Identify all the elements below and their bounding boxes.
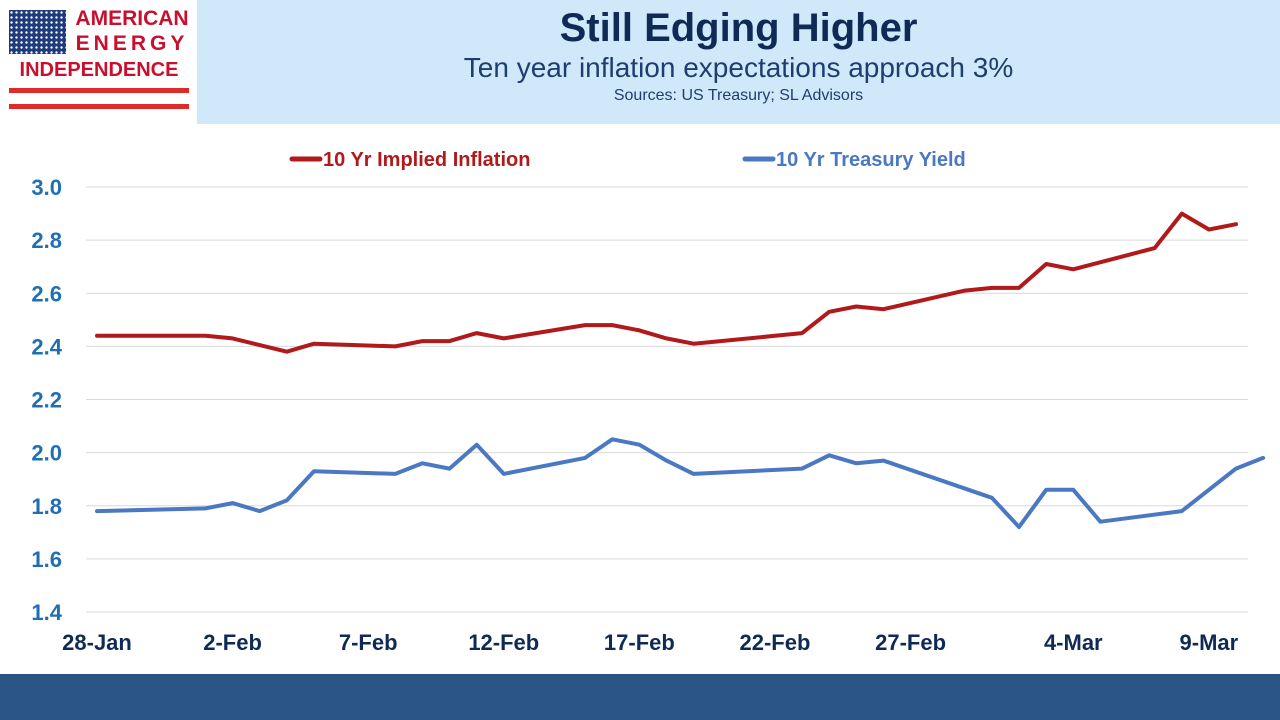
x-tick-label: 2-Feb xyxy=(203,630,262,655)
x-tick-label: 4-Mar xyxy=(1044,630,1103,655)
logo-line-independence: INDEPENDENCE xyxy=(19,59,179,81)
page-subtitle: Ten year inflation expectations approach… xyxy=(463,52,1014,83)
y-tick-label: 2.2 xyxy=(31,388,62,413)
y-tick-label: 1.8 xyxy=(31,494,62,519)
series-line-treasury-yield xyxy=(95,437,1266,529)
x-tick-label: 17-Feb xyxy=(604,630,675,655)
sources-note: Sources: US Treasury; SL Advisors xyxy=(613,87,864,104)
x-tick-label: 28-Jan xyxy=(62,630,132,655)
flag-icon xyxy=(9,10,66,54)
series-lines xyxy=(95,211,1266,529)
x-tick-label: 9-Mar xyxy=(1180,630,1239,655)
y-tick-label: 1.6 xyxy=(31,547,62,572)
x-tick-label: 22-Feb xyxy=(740,630,811,655)
logo-stripe xyxy=(9,88,189,93)
logo-line-energy: ENERGY xyxy=(75,32,189,55)
logo-line-american: AMERICAN xyxy=(75,7,189,30)
logo: AMERICAN ENERGY INDEPENDENCE xyxy=(0,0,197,124)
footer-bar xyxy=(0,674,1280,720)
series-line-implied-inflation xyxy=(95,211,1238,354)
y-tick-label: 2.8 xyxy=(31,228,62,253)
logo-stripe xyxy=(9,104,189,109)
y-tick-label: 1.4 xyxy=(31,600,62,625)
y-tick-label: 2.0 xyxy=(31,441,62,466)
y-tick-label: 3.0 xyxy=(31,175,62,200)
x-tick-label: 27-Feb xyxy=(875,630,946,655)
legend-label: 10 Yr Treasury Yield xyxy=(776,149,966,171)
y-tick-label: 2.6 xyxy=(31,281,62,306)
gridlines xyxy=(86,186,1248,613)
legend: 10 Yr Implied Inflation 10 Yr Treasury Yi… xyxy=(289,149,966,171)
x-axis-ticks: 28-Jan 2-Feb 7-Feb 12-Feb 17-Feb 22-Feb 27-Feb… xyxy=(62,630,1239,655)
x-tick-label: 12-Feb xyxy=(468,630,539,655)
y-tick-label: 2.4 xyxy=(31,334,62,359)
page-title: Still Edging Higher xyxy=(559,6,918,50)
header-banner: Still Edging Higher Ten year inflation e… xyxy=(197,0,1280,124)
y-axis-ticks: 1.4 1.6 1.8 2.0 2.2 2.4 2.6 2.8 3.0 xyxy=(31,175,62,625)
legend-label: 10 Yr Implied Inflation xyxy=(323,149,530,171)
x-tick-label: 7-Feb xyxy=(339,630,398,655)
